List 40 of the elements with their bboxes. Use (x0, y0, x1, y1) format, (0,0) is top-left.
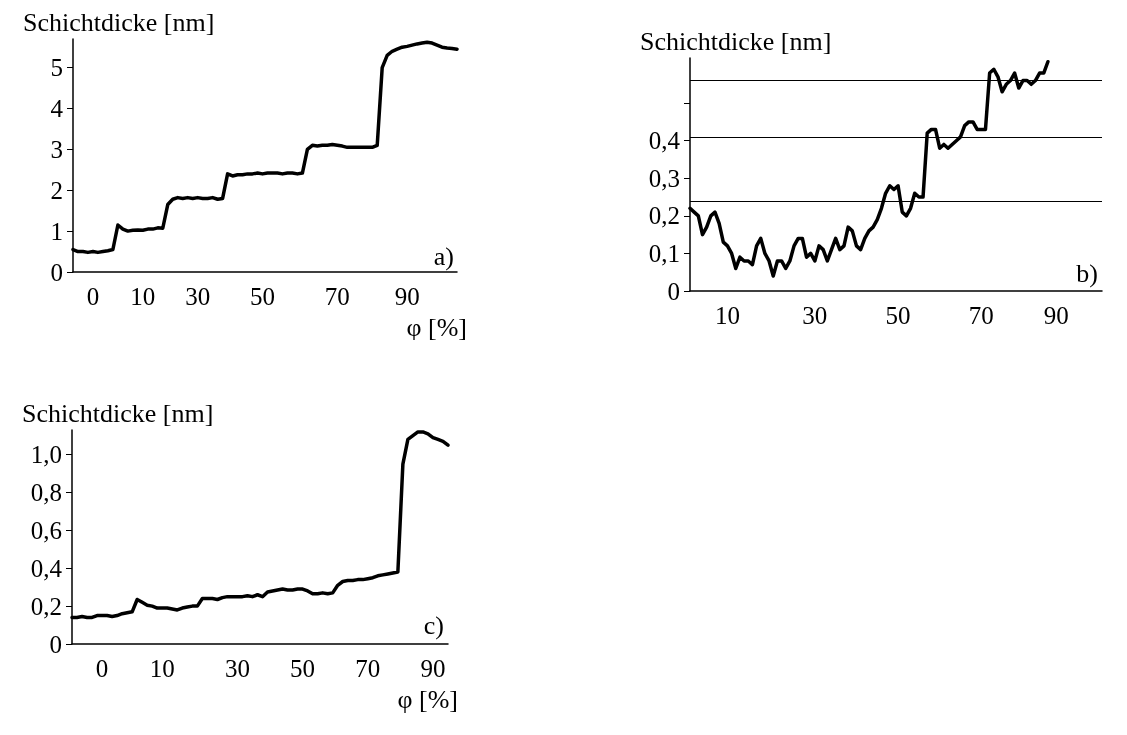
y-tick-label: 0,4 (648, 127, 681, 155)
x-tick-label: 50 (290, 655, 316, 682)
x-tick-label: 90 (394, 283, 420, 310)
y-axis-title: Schichtdicke [nm] (23, 7, 215, 37)
x-tick-label: 30 (185, 283, 211, 310)
y-tick-label: 5 (50, 54, 63, 82)
y-tick-label: 0,6 (30, 516, 62, 544)
x-tick-label: 30 (224, 655, 250, 682)
annotation: c) (423, 610, 444, 640)
x-tick-label: 0 (86, 283, 100, 310)
y-tick-label: 0 (49, 630, 62, 658)
y-tick-label: 3 (50, 135, 63, 163)
x-tick-label: 10 (130, 283, 156, 310)
x-tick-label: 70 (355, 655, 381, 682)
y-tick-label: 0 (50, 258, 63, 286)
x-tick-label: 90 (420, 655, 446, 682)
x-tick-label: 70 (968, 302, 994, 329)
y-axis-title: Schichtdicke [nm] (22, 398, 214, 428)
x-tick-label: 10 (714, 302, 740, 329)
y-tick-label: 0,2 (30, 592, 62, 620)
x-tick-label: 70 (324, 283, 350, 310)
x-tick-label: 50 (250, 283, 276, 310)
annotation: a) (433, 241, 454, 271)
y-tick-label: 0,2 (648, 202, 680, 230)
y-tick-label: 0,4 (30, 554, 63, 582)
y-tick-label: 2 (50, 176, 63, 204)
y-tick-label: 0,8 (30, 479, 62, 506)
y-tick-label: 4 (50, 94, 64, 122)
y-axis-title: Schichtdicke [nm] (640, 26, 832, 56)
y-tick-label: 0,3 (648, 164, 680, 192)
x-tick-label: 50 (885, 302, 911, 329)
x-tick-label: 30 (802, 302, 828, 329)
x-tick-label: 90 (1043, 302, 1069, 329)
y-tick-label: 1 (50, 217, 63, 245)
y-tick-label: 0,1 (648, 239, 680, 267)
y-tick-label: 1,0 (30, 441, 62, 469)
annotation: b) (1076, 258, 1099, 288)
x-axis-title: φ [%] (397, 684, 458, 714)
x-tick-label: 0 (95, 655, 109, 682)
x-tick-label: 10 (149, 655, 175, 682)
